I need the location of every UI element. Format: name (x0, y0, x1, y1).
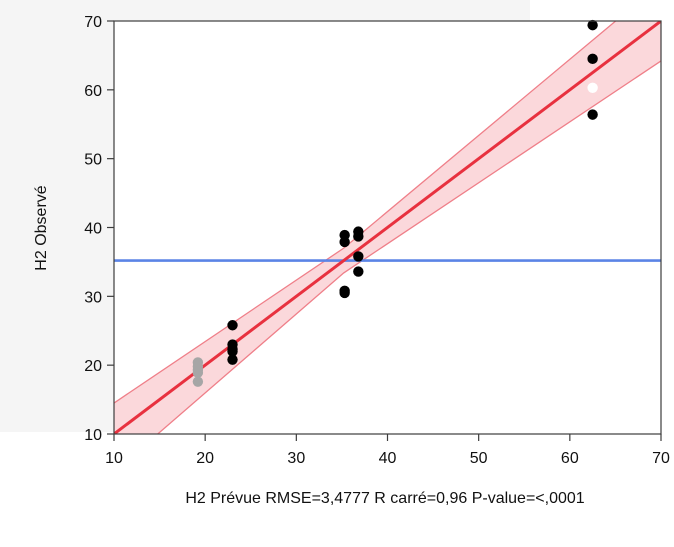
x-axis-title: H2 Prévue RMSE=3,4777 R carré=0,96 P-val… (185, 490, 585, 507)
data-point-included (353, 266, 364, 277)
confidence-upper-edge (114, 21, 617, 404)
data-point-hidden (587, 82, 598, 93)
y-axis-title: H2 Observé (33, 185, 50, 270)
y-tick-label: 20 (84, 358, 102, 375)
x-tick-label: 10 (105, 450, 123, 467)
x-tick-label: 70 (652, 450, 670, 467)
confidence-lower-edge (156, 60, 661, 434)
data-point-excluded (192, 367, 204, 378)
data-point-included (587, 53, 598, 65)
data-point-excluded (192, 376, 204, 387)
y-tick-label: 60 (84, 83, 102, 100)
x-tick-label: 40 (379, 450, 397, 467)
y-tick-label: 50 (84, 152, 102, 169)
data-point-included (227, 320, 238, 331)
data-point-included (339, 287, 350, 299)
fit-line (114, 21, 661, 434)
data-point-included (227, 354, 238, 365)
y-tick-label: 10 (84, 427, 102, 444)
data-point-included (227, 346, 238, 357)
x-tick-label: 20 (196, 450, 214, 467)
data-point-included (353, 231, 364, 242)
x-tick-label: 50 (470, 450, 488, 467)
data-point-included (339, 236, 350, 248)
y-tick-label: 70 (84, 14, 102, 31)
x-tick-label: 30 (287, 450, 305, 467)
x-tick-label: 60 (561, 450, 579, 467)
y-tick-label: 30 (84, 289, 102, 306)
y-tick-label: 40 (84, 221, 102, 238)
data-point-included (587, 19, 598, 31)
data-point-included (587, 109, 598, 120)
data-point-included (353, 251, 364, 262)
